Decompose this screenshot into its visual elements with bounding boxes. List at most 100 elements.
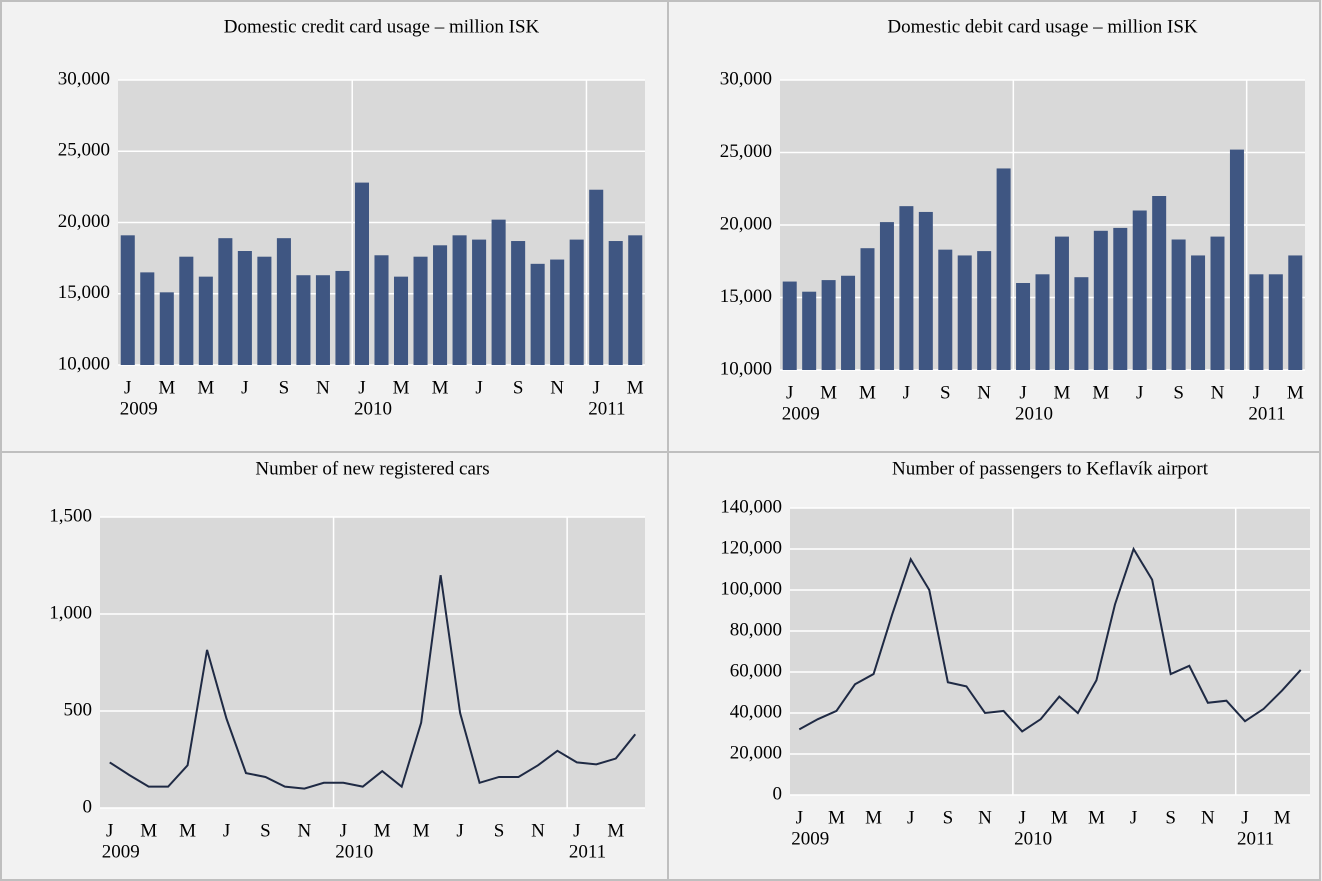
x-tick-label: J [1253,382,1260,403]
bar [938,249,953,370]
x-tick-label: J [475,377,482,398]
x-tick-label: M [1092,382,1109,403]
y-tick-label: 0 [773,783,783,804]
bar [120,235,135,365]
bar [335,270,350,365]
bar [354,182,370,365]
x-tick-label: S [494,820,505,841]
bar [1191,255,1206,370]
bar [1249,274,1264,370]
x-tick-label: M [1274,807,1291,828]
bar [860,248,875,370]
y-tick-label: 120,000 [720,537,782,558]
bar [1132,210,1147,370]
chart-title: Number of passengers to Keflavík airport [892,458,1209,479]
y-tick-label: 20,000 [720,213,772,234]
line [109,575,637,790]
year-label: 2009 [782,403,820,424]
bar [393,276,409,365]
bar [237,251,252,365]
x-tick-label: N [298,820,312,841]
x-tick-label: J [1241,807,1248,828]
bar [1093,230,1108,370]
y-tick-label: 0 [83,796,93,817]
x-tick-label: N [531,820,545,841]
x-tick-label: J [1018,807,1025,828]
y-tick-label: 30,000 [58,68,110,89]
bar [608,241,623,365]
panel-border [667,451,1321,881]
x-tick-label: M [627,377,644,398]
bar [1229,149,1244,370]
x-tick-label: J [1019,382,1026,403]
x-tick-label: M [1051,807,1068,828]
y-tick-label: 15,000 [720,286,772,307]
bar [977,251,992,370]
bar [218,238,233,365]
x-tick-label: M [179,820,196,841]
x-tick-label: M [607,820,624,841]
y-tick-label: 25,000 [58,140,110,161]
bar [802,291,817,370]
bar [782,281,797,370]
bar [996,168,1011,370]
year-label: 2009 [791,828,829,849]
y-tick-label: 80,000 [730,619,782,640]
y-tick-label: 1,000 [49,602,92,623]
bar [879,222,894,370]
x-tick-label: S [1165,807,1176,828]
bar [276,238,291,365]
bar [413,256,428,365]
bar [491,219,506,365]
x-tick-label: S [940,382,951,403]
year-label: 2009 [102,841,140,862]
y-tick-label: 140,000 [720,496,782,517]
x-tick-label: S [260,820,271,841]
line [798,546,1302,733]
x-tick-label: M [374,820,391,841]
y-tick-label: 30,000 [720,68,772,89]
y-tick-label: 1,500 [49,505,92,526]
x-tick-label: M [140,820,157,841]
year-label: 2011 [588,398,625,419]
plot-area [100,517,645,808]
x-tick-label: S [279,377,290,398]
bar [511,241,526,365]
x-tick-label: J [1136,382,1143,403]
y-tick-label: 10,000 [720,358,772,379]
x-tick-label: J [241,377,248,398]
year-label: 2011 [569,841,606,862]
chart-title: Domestic credit card usage – million ISK [224,16,540,37]
x-tick-label: J [223,820,230,841]
year-label: 2009 [120,398,158,419]
y-tick-label: 40,000 [730,701,782,722]
bar [957,255,972,370]
chart-title: Number of new registered cars [255,458,489,479]
x-tick-label: M [197,377,214,398]
bar [1152,196,1167,370]
bar [315,275,330,365]
x-tick-label: J [573,820,580,841]
x-tick-label: N [977,382,991,403]
bar [550,259,565,365]
x-tick-label: J [1130,807,1137,828]
x-tick-label: N [1211,382,1225,403]
x-tick-label: M [1088,807,1105,828]
bar [1016,283,1031,370]
x-tick-label: M [1053,382,1070,403]
y-tick-label: 20,000 [58,211,110,232]
bar [841,275,856,370]
bar [179,256,194,365]
bar [452,235,467,365]
y-tick-label: 60,000 [730,660,782,681]
year-label: 2011 [1248,403,1285,424]
bar [1054,236,1069,370]
bar [472,239,487,365]
year-label: 2010 [335,841,373,862]
x-tick-label: S [1173,382,1184,403]
x-tick-label: J [903,382,910,403]
y-tick-label: 20,000 [730,742,782,763]
y-tick-label: 25,000 [720,141,772,162]
x-tick-label: M [413,820,430,841]
bar [1171,239,1186,370]
